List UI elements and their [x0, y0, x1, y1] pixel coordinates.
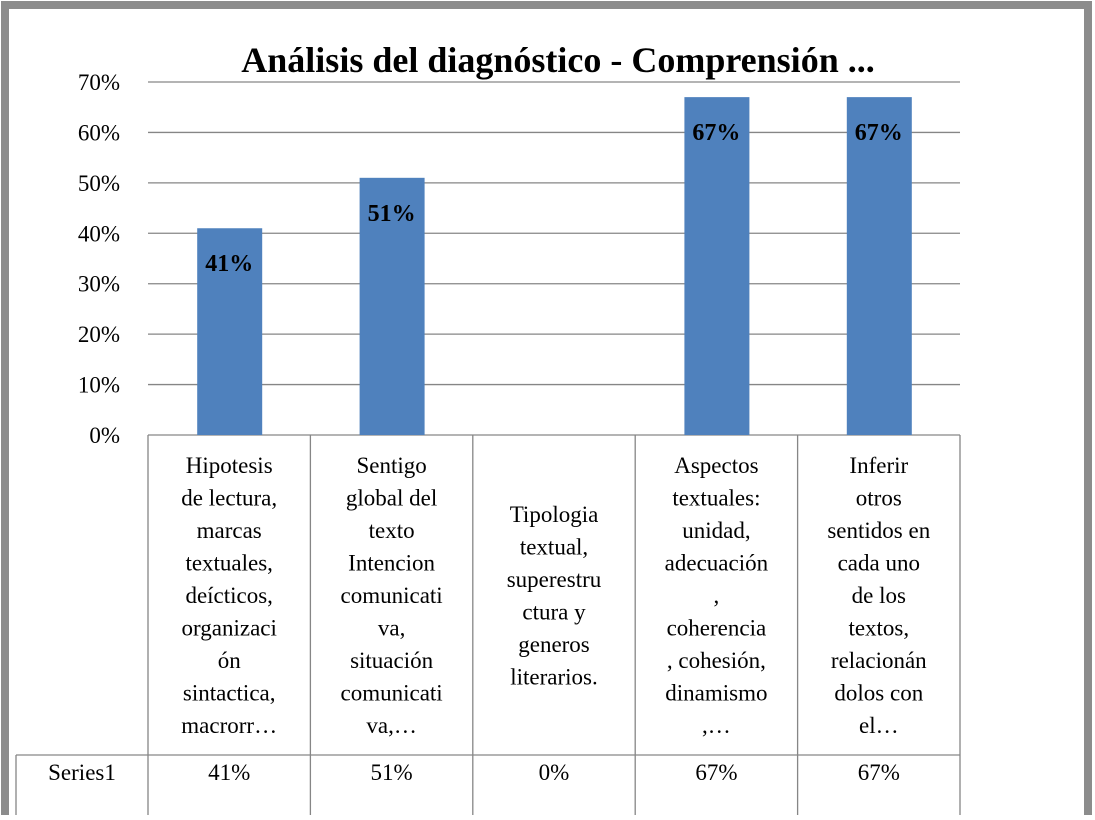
- table-cell: 41%: [208, 760, 250, 785]
- chart-title: Análisis del diagnóstico - Comprensión .…: [241, 40, 874, 80]
- table-cell: 67%: [695, 760, 737, 785]
- y-tick-label: 30%: [78, 272, 120, 297]
- table-cell: 0%: [539, 760, 570, 785]
- y-tick-label: 40%: [78, 221, 120, 246]
- x-tick-label: Hipotesis de lectura, marcas textuales, deíc…: [181, 453, 277, 738]
- x-tick-label: Inferir otros sentidos en cada uno de los tex…: [827, 453, 930, 738]
- table-cell: 67%: [858, 760, 900, 785]
- bar: [684, 97, 750, 435]
- data-label: 41%: [205, 251, 253, 277]
- y-tick-label: 50%: [78, 171, 120, 196]
- y-tick-label: 70%: [78, 70, 120, 95]
- table-row-label: Series1: [48, 760, 116, 785]
- x-tick-label: Tipologia textual, superestru ctura y genero…: [507, 502, 602, 690]
- x-tick-label: Aspectos textuales: unidad, adecuación, cohe…: [665, 453, 769, 738]
- y-tick-label: 10%: [78, 373, 120, 398]
- y-tick-label: 20%: [78, 322, 120, 347]
- bar: [197, 228, 263, 435]
- data-label: 51%: [368, 201, 416, 227]
- y-tick-label: 0%: [89, 423, 120, 448]
- data-label: 67%: [855, 120, 903, 146]
- data-label: 67%: [692, 120, 740, 146]
- y-tick-label: 60%: [78, 120, 120, 145]
- table-cell: 51%: [371, 760, 413, 785]
- bar: [846, 97, 912, 435]
- bar: [359, 177, 425, 436]
- x-tick-label: Sentigo global del texto Intencion comunicat…: [341, 453, 443, 738]
